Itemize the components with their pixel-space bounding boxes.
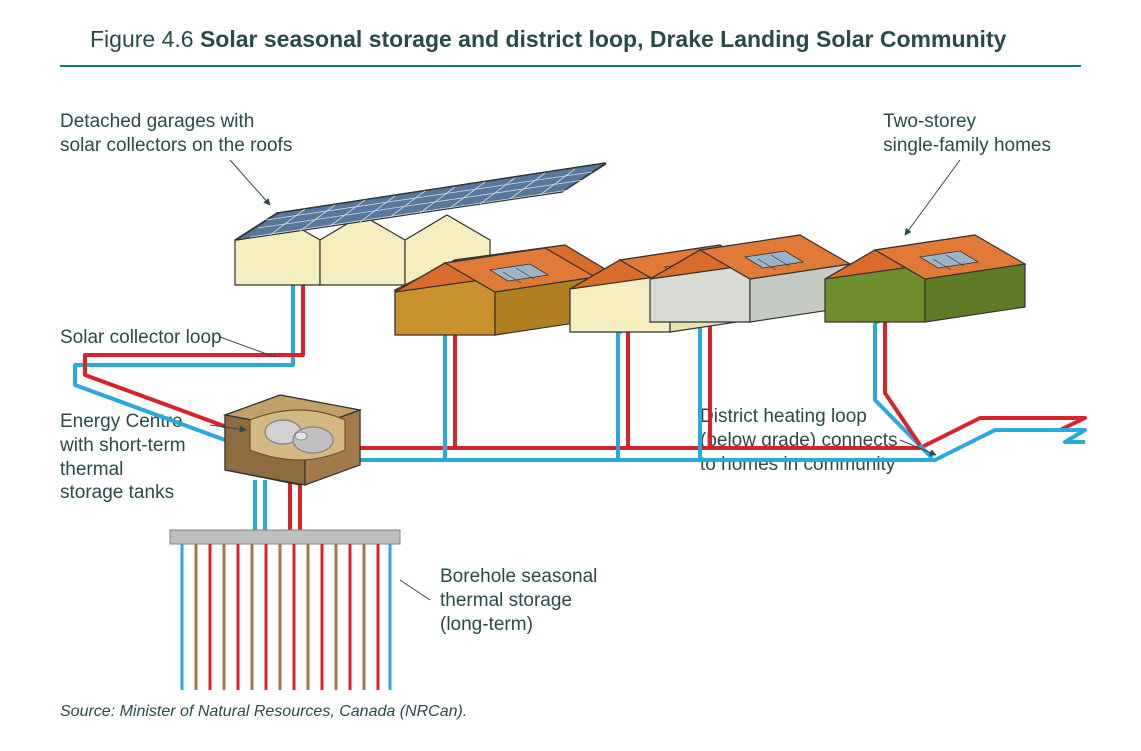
diagram-svg <box>0 0 1141 751</box>
figure-container: Figure 4.6 Solar seasonal storage and di… <box>0 0 1141 751</box>
district-main-cold <box>340 430 1085 460</box>
energy-centre <box>225 395 360 485</box>
district-main-hot <box>340 418 1085 448</box>
house-4 <box>825 235 1025 322</box>
house-3 <box>650 235 850 322</box>
borehole-storage <box>170 530 400 690</box>
